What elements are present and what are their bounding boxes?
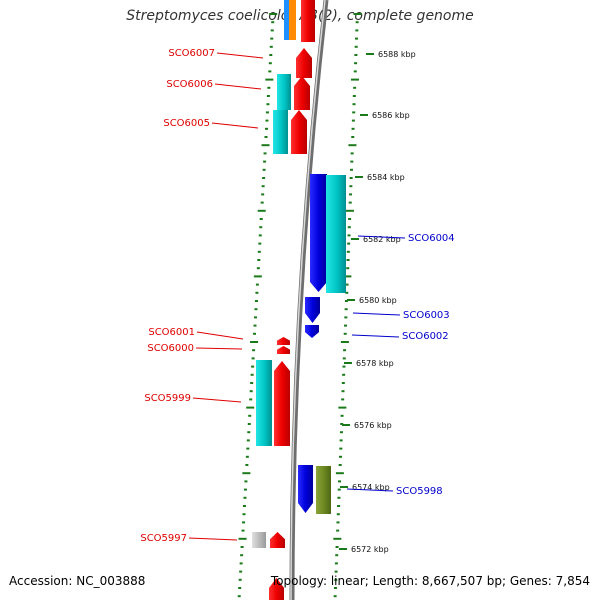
scale-label: 6578 kbp [356, 359, 394, 368]
gene-SCO5998-homolog[interactable] [316, 466, 331, 514]
gene-label-leader [357, 235, 406, 239]
gene-SCO5997-homolog[interactable] [252, 532, 266, 548]
gene-label-SCO6005[interactable]: SCO6005 [163, 118, 210, 129]
scale-label: 6586 kbp [372, 111, 410, 120]
gene-SCO5999-homolog[interactable] [256, 360, 272, 446]
gene-SCO6004[interactable] [310, 174, 327, 292]
partial-gene-bottom[interactable] [269, 578, 284, 600]
gene-SCO6005[interactable] [291, 110, 307, 154]
gene-label-leader [346, 488, 394, 492]
gene-label-SCO5998[interactable]: SCO5998 [396, 486, 443, 497]
partial-gene-top[interactable] [289, 0, 296, 40]
gene-label-leader [188, 537, 238, 541]
partial-gene-top[interactable] [284, 0, 289, 40]
gene-features[interactable] [252, 0, 346, 600]
scale-label: 6580 kbp [359, 296, 397, 305]
gene-label-leader [192, 397, 242, 403]
gene-SCO5997[interactable] [270, 532, 285, 548]
genome-backbone-highlight [290, 0, 326, 600]
gene-label-leader [195, 347, 243, 350]
genome-backbone [289, 0, 329, 600]
gene-label-SCO6003[interactable]: SCO6003 [403, 310, 450, 321]
scale-label: 6584 kbp [367, 173, 405, 182]
gene-label-leader [214, 83, 262, 90]
gene-label-leader [351, 334, 400, 338]
gene-SCO5999[interactable] [274, 361, 290, 446]
gene-label-SCO6006[interactable]: SCO6006 [166, 79, 213, 90]
gene-label-SCO5997[interactable]: SCO5997 [140, 533, 187, 544]
gene-SCO5998[interactable] [298, 465, 313, 513]
gene-SCO6006[interactable] [294, 76, 310, 110]
genome-summary-text: Topology: linear; Length: 8,667,507 bp; … [270, 574, 590, 588]
gene-labels[interactable]: SCO6007 SCO6006 SCO6005 SCO6004 SCO6003 SCO60… [140, 48, 454, 544]
left-ruler [237, 13, 278, 598]
gene-label-leader [196, 331, 244, 340]
gene-SCO6004-homolog[interactable] [326, 175, 346, 293]
gene-label-SCO6007[interactable]: SCO6007 [168, 48, 215, 59]
gene-label-SCO6000[interactable]: SCO6000 [147, 343, 194, 354]
gene-label-SCO6001[interactable]: SCO6001 [148, 327, 195, 338]
gene-SCO6000[interactable] [277, 346, 290, 354]
gene-SCO6005-homolog[interactable] [273, 110, 288, 154]
accession-text: Accession: NC_003888 [9, 574, 146, 588]
gene-label-SCO6004[interactable]: SCO6004 [408, 233, 455, 244]
genome-title: Streptomyces coelicolor A3(2), complete … [126, 8, 474, 24]
scale-labels: 6588 kbp 6586 kbp 6584 kbp 6582 kbp 6580 kbp… [339, 50, 416, 554]
right-ruler [333, 13, 362, 598]
scale-label: 6582 kbp [363, 235, 401, 244]
gene-SCO6001[interactable] [277, 337, 290, 345]
partial-gene-top[interactable] [301, 0, 315, 42]
gene-SCO6007[interactable] [296, 48, 312, 78]
gene-label-SCO6002[interactable]: SCO6002 [402, 331, 449, 342]
gene-label-leader [352, 312, 401, 316]
gene-SCO6003[interactable] [305, 297, 320, 323]
scale-label: 6588 kbp [378, 50, 416, 59]
scale-label: 6572 kbp [351, 545, 389, 554]
gene-label-leader [216, 52, 264, 59]
gene-label-SCO5999[interactable]: SCO5999 [144, 393, 191, 404]
gene-label-leader [211, 122, 259, 129]
scale-label: 6574 kbp [352, 483, 390, 492]
gene-SCO6006-homolog[interactable] [277, 74, 291, 110]
gene-SCO6002[interactable] [305, 325, 319, 338]
scale-label: 6576 kbp [354, 421, 392, 430]
